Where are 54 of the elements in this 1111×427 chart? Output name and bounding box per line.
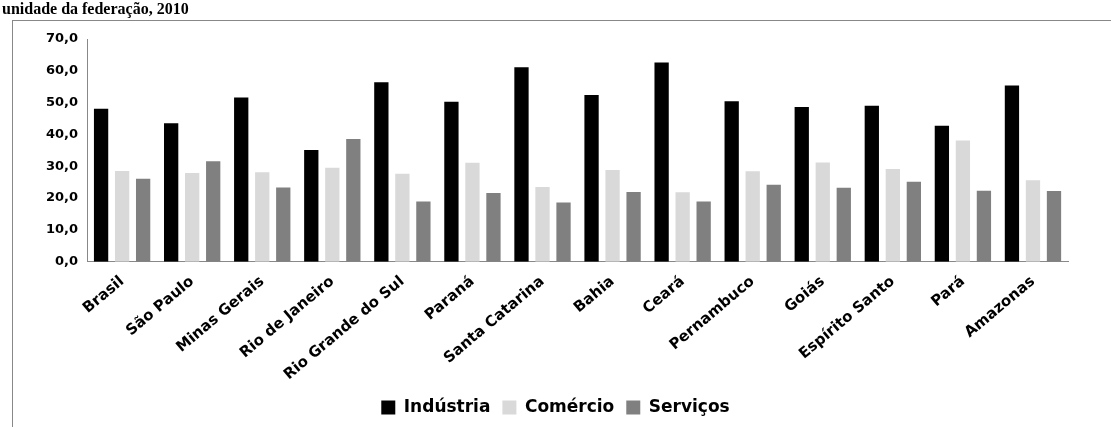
bar: [906, 181, 921, 262]
bar: [815, 162, 830, 262]
bar: [93, 108, 109, 262]
bar: [234, 97, 249, 262]
bar: [605, 170, 620, 262]
y-tick-label: 40,0: [46, 125, 79, 141]
bar: [794, 107, 809, 262]
y-tick-label: 70,0: [46, 30, 79, 46]
bar: [724, 101, 739, 262]
bar: [556, 202, 571, 262]
bar: [955, 140, 971, 262]
bar: [976, 190, 992, 262]
bar: [584, 94, 599, 262]
bar: [885, 169, 900, 262]
bar: [255, 172, 270, 262]
bar: [675, 192, 690, 262]
bar: [934, 125, 950, 262]
bar: [745, 171, 760, 262]
y-tick-label: 60,0: [46, 62, 79, 78]
bar: [206, 161, 221, 262]
bar: [276, 187, 291, 262]
y-tick-label: 30,0: [46, 157, 79, 173]
chart-title: unidade da federação, 2010: [2, 0, 189, 18]
bar: [325, 167, 340, 262]
y-tick-label: 20,0: [46, 189, 79, 205]
bar: [766, 184, 781, 262]
bar: [1025, 180, 1041, 262]
bar: [346, 138, 361, 262]
bar: [416, 201, 431, 262]
bar: [535, 186, 550, 262]
bar: [114, 171, 130, 262]
bar: [395, 173, 410, 262]
bar: [626, 192, 641, 262]
bar: [164, 123, 179, 262]
y-tick-label: 50,0: [46, 93, 79, 109]
legend-label: Indústria: [403, 395, 491, 416]
bar: [304, 150, 319, 262]
bar: [836, 187, 851, 262]
legend-label: Serviços: [648, 395, 730, 416]
bar: [864, 105, 879, 262]
bar: [696, 201, 711, 262]
bar: [444, 101, 459, 262]
bar: [465, 162, 480, 262]
y-tick-label: 10,0: [46, 221, 79, 237]
bar: [1004, 85, 1020, 262]
bar: [654, 62, 669, 262]
bar: [185, 172, 200, 262]
bar: [486, 192, 501, 262]
bar: [514, 67, 529, 262]
y-tick-label: 0,0: [55, 253, 79, 269]
legend-label: Comércio: [524, 395, 615, 416]
bar: [1046, 191, 1062, 262]
bar: [135, 178, 151, 262]
bar: [374, 82, 389, 262]
